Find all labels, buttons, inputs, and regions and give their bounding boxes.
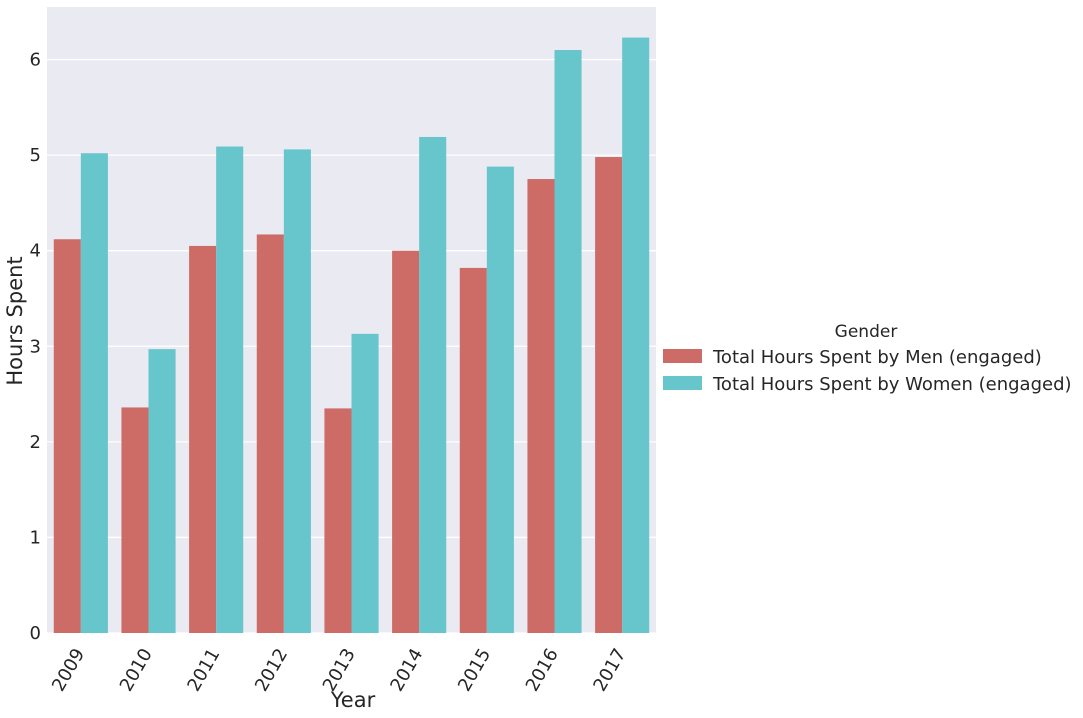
- bar-women-2015: [486, 166, 514, 633]
- y-tick-label: 2: [30, 432, 41, 453]
- bar-women-2016: [554, 50, 582, 634]
- bar-men-2013: [324, 408, 352, 633]
- legend-label: Total Hours Spent by Men (engaged): [712, 347, 1042, 368]
- bar-women-2010: [148, 349, 176, 633]
- x-tick-label: 2010: [116, 645, 157, 695]
- bar-men-2012: [256, 234, 284, 634]
- legend-label: Total Hours Spent by Women (engaged): [712, 374, 1072, 395]
- legend-title: Gender: [835, 322, 898, 342]
- y-tick-label: 4: [30, 241, 41, 262]
- bar-women-2009: [80, 153, 108, 633]
- legend-swatch: [663, 349, 702, 363]
- y-tick-label: 5: [30, 145, 41, 166]
- bar-women-2013: [351, 333, 379, 633]
- bar-women-2014: [419, 136, 447, 633]
- y-tick-label: 1: [30, 527, 41, 548]
- bar-men-2015: [459, 267, 487, 633]
- x-tick-label: 2014: [386, 645, 427, 695]
- x-axis-label: Year: [330, 688, 376, 712]
- x-tick-label: 2009: [48, 645, 89, 695]
- y-tick-label: 6: [30, 50, 41, 71]
- y-axis-label: Hours Spent: [3, 256, 27, 385]
- bar-men-2010: [121, 407, 149, 633]
- bar-women-2012: [283, 149, 311, 633]
- bar-men-2009: [53, 239, 81, 634]
- bar-women-2011: [216, 146, 244, 633]
- bars: [53, 37, 650, 634]
- y-tick-labels: 0 1 2 3 4 5 6: [30, 50, 41, 644]
- x-tick-label: 2015: [454, 645, 495, 695]
- x-tick-label: 2016: [522, 645, 563, 695]
- legend-swatch: [663, 376, 702, 390]
- bar-women-2017: [622, 37, 650, 634]
- bar-men-2016: [527, 179, 555, 634]
- x-tick-label: 2011: [183, 645, 224, 695]
- legend: Gender Total Hours Spent by Men (engaged…: [663, 322, 1072, 395]
- bar-men-2011: [189, 245, 217, 633]
- x-tick-label: 2012: [251, 645, 292, 695]
- bar-men-2017: [595, 157, 623, 633]
- x-tick-label: 2017: [589, 645, 630, 695]
- y-tick-label: 0: [30, 623, 41, 644]
- bar-men-2014: [392, 250, 420, 633]
- y-tick-label: 3: [30, 336, 41, 357]
